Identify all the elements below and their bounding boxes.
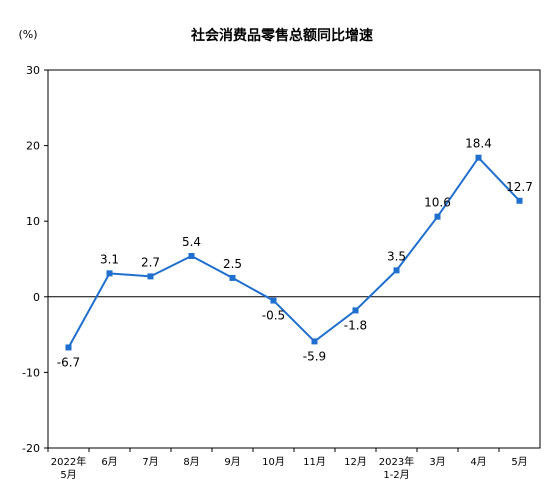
data-label: 3.5 xyxy=(387,249,406,263)
data-label: 3.1 xyxy=(100,252,119,266)
data-point xyxy=(188,252,195,259)
y-tick-label: 10 xyxy=(26,215,40,228)
x-tick-label: 5月 xyxy=(511,456,527,468)
data-label: 5.4 xyxy=(182,235,201,249)
x-tick-label: 2022年 xyxy=(51,455,86,468)
plot-frame xyxy=(47,69,541,449)
x-tick-label: 7月 xyxy=(142,456,158,468)
y-tick-label: 30 xyxy=(26,64,40,77)
data-point xyxy=(229,274,236,281)
y-tick-label: -20 xyxy=(22,442,40,455)
data-point xyxy=(475,154,482,161)
x-tick-label: 1-2月 xyxy=(383,469,409,481)
data-point xyxy=(516,197,523,204)
series-line xyxy=(67,156,521,348)
y-tick-label: 0 xyxy=(33,291,40,304)
x-tick-label: 2023年 xyxy=(379,455,414,468)
series-line-group xyxy=(65,154,523,351)
data-point xyxy=(65,344,72,351)
data-label: 10.6 xyxy=(424,196,451,210)
data-point xyxy=(311,338,318,345)
chart-title: 社会消费品零售总额同比增速 xyxy=(190,27,373,44)
x-tick-label: 3月 xyxy=(429,456,445,468)
x-tick-label: 5月 xyxy=(60,469,76,481)
x-tick-label: 10月 xyxy=(262,456,285,468)
data-label: -5.9 xyxy=(303,349,326,363)
data-label: -6.7 xyxy=(57,355,80,369)
y-unit-label: (%) xyxy=(18,28,37,41)
data-label: 18.4 xyxy=(465,137,492,151)
data-label: -1.8 xyxy=(344,318,367,332)
x-tick-label: 9月 xyxy=(224,456,240,468)
data-point xyxy=(434,213,441,220)
data-point xyxy=(352,307,359,314)
x-tick-label: 8月 xyxy=(183,456,199,468)
data-point xyxy=(393,267,400,274)
x-tick-label: 4月 xyxy=(470,456,486,468)
data-label: 12.7 xyxy=(506,180,533,194)
data-label: 2.7 xyxy=(141,255,160,269)
data-point xyxy=(270,297,277,304)
data-point xyxy=(147,273,154,280)
x-tick-label: 12月 xyxy=(344,456,367,468)
data-label: 2.5 xyxy=(223,257,242,271)
x-tick-label: 6月 xyxy=(101,456,117,468)
data-label: -0.5 xyxy=(262,309,285,323)
y-tick-label: -10 xyxy=(22,366,40,379)
data-labels: -6.7 3.1 2.7 5.4 2.5 -0.5 -5.9 -1.8 3.5 10.6 18.4 1… xyxy=(57,137,533,370)
data-point xyxy=(106,270,113,277)
y-tick-label: 20 xyxy=(26,140,40,153)
x-tick-label: 11月 xyxy=(303,456,326,468)
